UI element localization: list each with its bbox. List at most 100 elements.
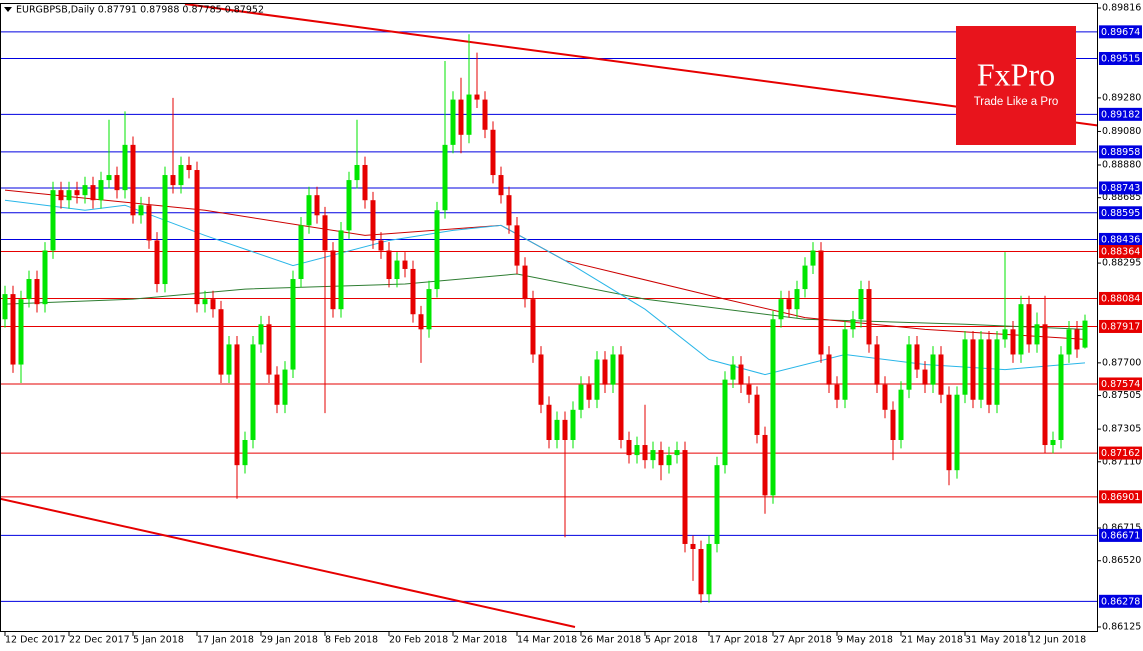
candle-body <box>826 354 832 385</box>
y-tick-label: 0.87700 <box>1102 357 1141 368</box>
candle-body <box>138 205 144 216</box>
candle-body <box>402 260 408 269</box>
candle-body <box>778 299 784 320</box>
candle-body <box>442 144 448 211</box>
candle-body <box>706 543 712 595</box>
candle-body <box>634 445 640 456</box>
candle-body <box>586 384 592 400</box>
y-tick-label: 0.88685 <box>1102 192 1141 203</box>
candle-body <box>130 144 136 216</box>
candle-body <box>818 250 824 355</box>
x-tick-label: 26 Mar 2018 <box>581 635 641 646</box>
candle-body <box>306 195 312 226</box>
candle-body <box>650 450 656 461</box>
candle-body <box>162 175 168 285</box>
candle-body <box>466 94 472 135</box>
candle-body <box>626 439 632 456</box>
candle-body <box>698 548 704 595</box>
candle-body <box>722 379 728 466</box>
candle-body <box>986 339 992 405</box>
chart-title: EURGBPSB,Daily 0.87791 0.87988 0.87785 0… <box>16 5 264 16</box>
level-label: 0.87917 <box>1101 321 1140 332</box>
candle-body <box>938 354 944 395</box>
candle-body <box>98 180 104 201</box>
level-label-box <box>1099 206 1142 220</box>
candle-body <box>594 359 600 400</box>
candle-body <box>1058 354 1064 440</box>
candle-body <box>954 394 960 471</box>
candle-body <box>106 175 112 181</box>
candle-body <box>834 384 840 400</box>
level-label: 0.88743 <box>1101 183 1140 194</box>
candle-body <box>554 419 560 440</box>
level-label-box <box>1099 528 1142 542</box>
level-label: 0.89182 <box>1101 109 1140 120</box>
candle-body <box>1050 439 1056 446</box>
level-label: 0.89515 <box>1101 54 1140 65</box>
candle-body <box>186 164 192 171</box>
x-tick-label: 22 Dec 2017 <box>69 635 130 646</box>
level-label: 0.88958 <box>1101 147 1140 158</box>
x-tick-label: 2 Mar 2018 <box>453 635 507 646</box>
candle-body <box>1074 329 1080 350</box>
level-label-box <box>1099 446 1142 460</box>
candle-body <box>922 369 928 385</box>
candle-body <box>666 455 672 466</box>
level-label-box <box>1099 107 1142 121</box>
x-tick-label: 21 May 2018 <box>901 635 963 646</box>
candle-body <box>482 99 488 130</box>
candle-body <box>1018 304 1024 355</box>
candle-body <box>234 344 240 466</box>
candle-body <box>2 294 8 320</box>
candle-body <box>226 344 232 375</box>
moving-average <box>4 273 1086 330</box>
x-tick-label: 27 Apr 2018 <box>773 635 832 646</box>
y-tick-label: 0.86715 <box>1102 523 1141 534</box>
candle-body <box>890 409 896 440</box>
candle-body <box>1026 304 1032 345</box>
level-label: 0.86901 <box>1101 492 1140 503</box>
candle-body <box>810 250 816 266</box>
x-tick-label: 12 Dec 2017 <box>5 635 66 646</box>
y-tick-label: 0.86125 <box>1102 621 1141 632</box>
level-label-box <box>1099 181 1142 195</box>
candle-body <box>298 225 304 280</box>
trendline <box>0 497 576 628</box>
candle-body <box>1034 324 1040 345</box>
level-label: 0.88436 <box>1101 234 1140 245</box>
candle-body <box>538 354 544 405</box>
candle-body <box>122 144 128 191</box>
plot-area: FxPro Trade Like a Pro <box>0 3 1098 628</box>
candle-body <box>1042 324 1048 446</box>
candle-body <box>178 164 184 186</box>
candle-body <box>850 319 856 330</box>
candle-body <box>962 339 968 395</box>
candle-body <box>458 99 464 135</box>
candle-body <box>330 250 336 310</box>
x-tick-label: 5 Jan 2018 <box>133 635 184 646</box>
candle-body <box>1010 329 1016 355</box>
x-tick-label: 17 Jan 2018 <box>197 635 254 646</box>
level-label-box <box>1099 52 1142 66</box>
candle-body <box>842 329 848 400</box>
candle-body <box>394 260 400 280</box>
candle-body <box>994 339 1000 405</box>
candle-body <box>266 324 272 375</box>
watermark-box <box>956 26 1076 145</box>
candle-body <box>866 289 872 345</box>
candle-body <box>346 180 352 231</box>
y-tick-label: 0.89080 <box>1102 126 1141 137</box>
candle-body <box>530 299 536 355</box>
candle-body <box>474 94 480 100</box>
x-tick-label: 14 Mar 2018 <box>517 635 577 646</box>
candle-body <box>322 215 328 251</box>
candle-body <box>362 164 368 201</box>
candle-body <box>282 369 288 405</box>
y-tick-label: 0.89280 <box>1102 92 1141 103</box>
candle-body <box>370 200 376 241</box>
level-label: 0.86671 <box>1101 530 1140 541</box>
candle-body <box>274 374 280 405</box>
level-label: 0.89674 <box>1101 27 1140 38</box>
